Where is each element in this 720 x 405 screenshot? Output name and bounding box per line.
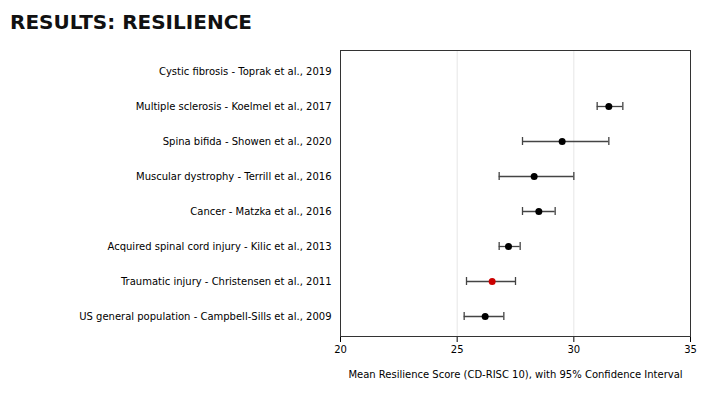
svg-text:Mean Resilience Score (CD-RISC: Mean Resilience Score (CD-RISC 10), with… (348, 369, 682, 380)
svg-text:Traumatic injury - Christensen: Traumatic injury - Christensen et al., 2… (120, 276, 332, 287)
svg-text:Cystic fibrosis - Toprak et al: Cystic fibrosis - Toprak et al., 2019 (159, 66, 332, 77)
svg-text:Cancer - Matzka et al., 2016: Cancer - Matzka et al., 2016 (190, 206, 331, 217)
svg-text:30: 30 (567, 344, 580, 355)
svg-text:Muscular dystrophy - Terrill e: Muscular dystrophy - Terrill et al., 201… (136, 171, 331, 182)
svg-text:35: 35 (684, 344, 697, 355)
html-text:RESULTS: RESILIENCE: RESULTS: RESILIENCE (10, 10, 252, 34)
svg-text:US general population - Campbe: US general population - Campbell-Sills e… (79, 311, 331, 322)
svg-text:25: 25 (451, 344, 464, 355)
svg-text:Multiple sclerosis - Koelmel e: Multiple sclerosis - Koelmel et al., 201… (136, 101, 332, 112)
svg-text:Spina bifida - Showen et al.,: Spina bifida - Showen et al., 2020 (163, 136, 332, 147)
svg-text:20: 20 (334, 344, 347, 355)
svg-text:Acquired spinal cord injury -: Acquired spinal cord injury - Kilic et a… (108, 241, 332, 252)
